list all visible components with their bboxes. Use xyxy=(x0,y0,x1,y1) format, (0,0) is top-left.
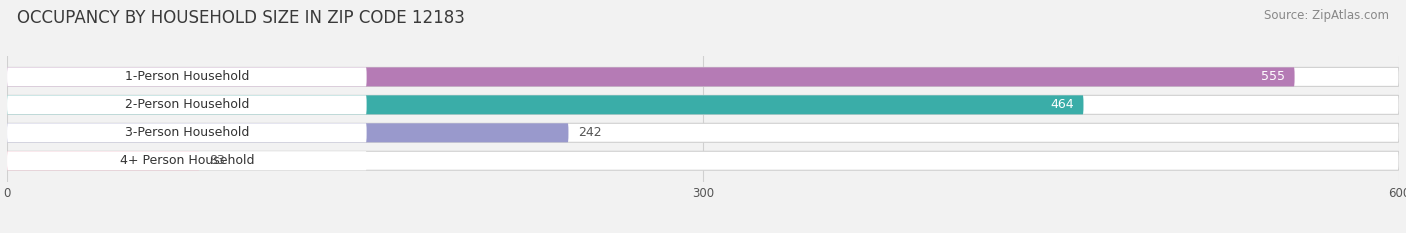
Text: 83: 83 xyxy=(209,154,225,167)
Text: 2-Person Household: 2-Person Household xyxy=(125,98,249,111)
Text: 555: 555 xyxy=(1261,70,1285,83)
FancyBboxPatch shape xyxy=(7,67,367,86)
Text: 4+ Person Household: 4+ Person Household xyxy=(120,154,254,167)
Text: 3-Person Household: 3-Person Household xyxy=(125,126,249,139)
FancyBboxPatch shape xyxy=(7,67,1399,86)
Text: 242: 242 xyxy=(578,126,602,139)
FancyBboxPatch shape xyxy=(7,67,1295,86)
FancyBboxPatch shape xyxy=(7,151,367,170)
FancyBboxPatch shape xyxy=(7,95,367,114)
Text: OCCUPANCY BY HOUSEHOLD SIZE IN ZIP CODE 12183: OCCUPANCY BY HOUSEHOLD SIZE IN ZIP CODE … xyxy=(17,9,465,27)
FancyBboxPatch shape xyxy=(7,95,1084,114)
FancyBboxPatch shape xyxy=(7,123,568,142)
Text: 464: 464 xyxy=(1050,98,1074,111)
FancyBboxPatch shape xyxy=(7,151,200,170)
FancyBboxPatch shape xyxy=(7,95,1399,114)
FancyBboxPatch shape xyxy=(7,123,367,142)
FancyBboxPatch shape xyxy=(7,123,1399,142)
FancyBboxPatch shape xyxy=(7,151,1399,170)
Text: 1-Person Household: 1-Person Household xyxy=(125,70,249,83)
Text: Source: ZipAtlas.com: Source: ZipAtlas.com xyxy=(1264,9,1389,22)
